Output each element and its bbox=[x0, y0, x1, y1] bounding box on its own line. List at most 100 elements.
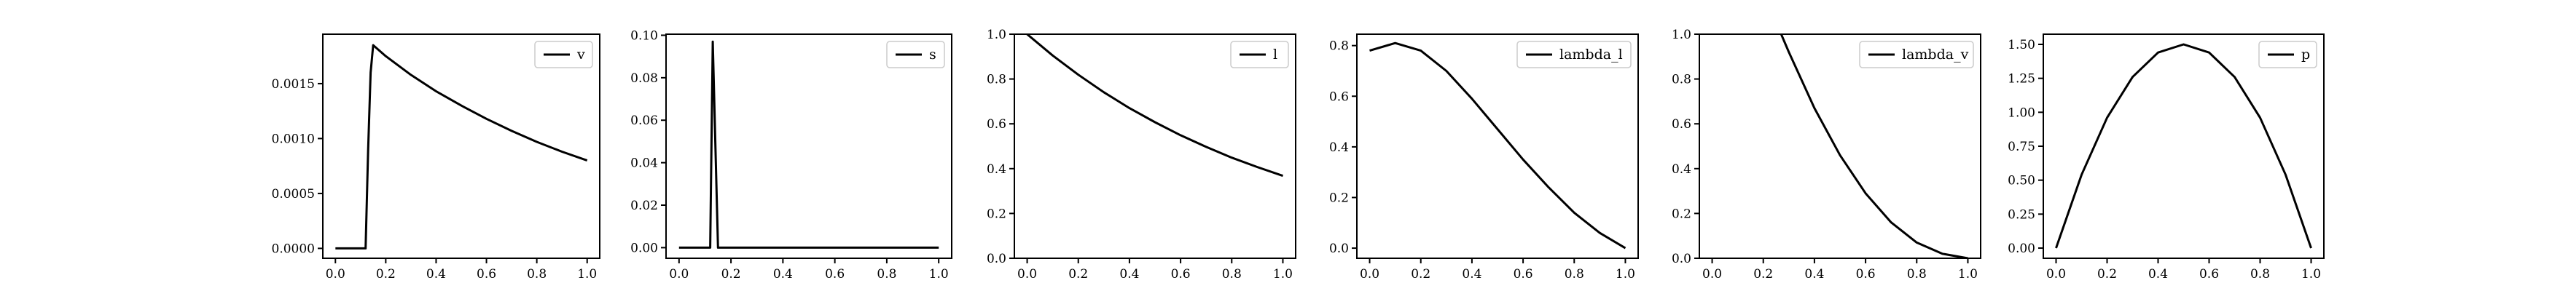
legend-label: s bbox=[929, 47, 936, 63]
y-tick-label: 0.25 bbox=[2008, 207, 2035, 222]
x-tick-label: 0.0 bbox=[1702, 267, 1722, 282]
y-tick-label: 1.0 bbox=[987, 28, 1006, 42]
x-tick-label: 0.8 bbox=[1907, 267, 1927, 282]
y-tick-label: 0.0 bbox=[987, 252, 1006, 266]
legend: lambda_l bbox=[1516, 41, 1632, 68]
x-tick-label: 0.2 bbox=[1411, 267, 1430, 282]
subplot-s: 0.0 0.2 0.4 0.6 0.8 1.0 0.00 0.02 0.04 0.06 0.08 0.… bbox=[630, 28, 952, 282]
x-tick-label: 0.4 bbox=[773, 267, 793, 282]
y-tick-label: 1.50 bbox=[2008, 38, 2035, 52]
y-tick-label: 0.04 bbox=[630, 156, 658, 171]
y-tick-label: 0.6 bbox=[1672, 117, 1691, 132]
y-tick-label: 0.08 bbox=[630, 71, 658, 86]
series-line-l bbox=[1026, 34, 1283, 178]
y-tick-label: 0.02 bbox=[630, 199, 658, 213]
x-tick-label: 1.0 bbox=[929, 267, 949, 282]
axes-frame bbox=[665, 33, 952, 259]
x-tick-label: 0.8 bbox=[527, 267, 547, 282]
x-tick-label: 0.8 bbox=[2250, 267, 2270, 282]
x-tick-label: 0.2 bbox=[2097, 267, 2117, 282]
y-tick-label: 0.8 bbox=[987, 73, 1006, 87]
x-tick-label: 0.2 bbox=[1068, 267, 1088, 282]
y-tick-label: 0.0015 bbox=[272, 77, 315, 92]
legend: lambda_v bbox=[1859, 41, 1974, 68]
y-tick-label: 0.0000 bbox=[272, 242, 315, 256]
legend: v bbox=[534, 41, 593, 68]
x-tick-label: 0.4 bbox=[2148, 267, 2168, 282]
x-tick-label: 0.6 bbox=[2199, 267, 2219, 282]
y-tick-label: 0.50 bbox=[2008, 174, 2035, 188]
legend-label: lambda_v bbox=[1902, 47, 1969, 63]
x-tick-label: 0.6 bbox=[1856, 267, 1876, 282]
legend-label: lambda_l bbox=[1559, 47, 1623, 63]
legend-label: l bbox=[1273, 47, 1277, 63]
x-tick-label: 0.0 bbox=[1360, 267, 1379, 282]
y-tick-label: 0.2 bbox=[1329, 191, 1349, 205]
x-tick-label: 1.0 bbox=[1958, 267, 1978, 282]
y-tick-label: 0.4 bbox=[1329, 140, 1349, 155]
series-line-p bbox=[2055, 43, 2312, 249]
y-tick-label: 0.75 bbox=[2008, 140, 2035, 154]
axes-frame bbox=[322, 33, 600, 259]
subplot-l: 0.0 0.2 0.4 0.6 0.8 1.0 0.0 0.2 0.4 0.6 0.8 1.0 l bbox=[987, 28, 1296, 282]
x-tick-label: 0.6 bbox=[1171, 267, 1191, 282]
x-tick-label: 1.0 bbox=[2301, 267, 2321, 282]
y-tick-label: 1.0 bbox=[1672, 28, 1691, 42]
y-tick-label: 0.0 bbox=[1672, 252, 1691, 266]
legend: l bbox=[1230, 41, 1289, 68]
y-tick-label: 0.00 bbox=[630, 241, 658, 255]
legend: p bbox=[2258, 41, 2317, 68]
x-tick-label: 1.0 bbox=[577, 267, 597, 282]
series-line-v bbox=[335, 44, 588, 250]
y-tick-label: 1.25 bbox=[2008, 72, 2035, 87]
y-tick-label: 0.2 bbox=[1672, 207, 1691, 221]
x-tick-label: 0.6 bbox=[477, 267, 496, 282]
legend-label: v bbox=[576, 47, 585, 63]
x-tick-label: 0.2 bbox=[721, 267, 741, 282]
subplot-lambda_l: 0.0 0.2 0.4 0.6 0.8 1.0 0.0 0.2 0.4 0.6 0.8 lambda_… bbox=[1329, 33, 1639, 282]
subplot-p: 0.0 0.2 0.4 0.6 0.8 1.0 0.00 0.25 0.50 0.75 1.00 1.… bbox=[2008, 33, 2325, 282]
y-tick-label: 0.0 bbox=[1329, 242, 1349, 256]
subplot-v: 0.0 0.2 0.4 0.6 0.8 1.0 0.0000 0.0005 0.0010 0.00… bbox=[272, 33, 600, 282]
x-tick-label: 0.4 bbox=[1119, 267, 1139, 282]
y-tick-label: 0.2 bbox=[987, 207, 1006, 221]
x-tick-label: 0.4 bbox=[1804, 267, 1824, 282]
legend: s bbox=[886, 41, 945, 68]
legend-box bbox=[1859, 41, 1974, 68]
y-tick-label: 0.8 bbox=[1329, 39, 1349, 54]
y-tick-label: 0.4 bbox=[987, 162, 1006, 177]
y-tick-label: 0.0005 bbox=[272, 187, 315, 202]
axes-frame bbox=[1699, 33, 1981, 259]
x-tick-label: 1.0 bbox=[1273, 267, 1293, 282]
series-line-lambda_l bbox=[1369, 41, 1626, 250]
y-tick-label: 0.00 bbox=[2008, 242, 2035, 256]
x-tick-label: 0.6 bbox=[1514, 267, 1533, 282]
x-tick-label: 0.2 bbox=[376, 267, 396, 282]
y-tick-label: 0.0010 bbox=[272, 132, 315, 146]
y-tick-label: 0.06 bbox=[630, 113, 658, 128]
x-tick-label: 0.4 bbox=[426, 267, 446, 282]
x-tick-label: 0.0 bbox=[326, 267, 345, 282]
x-tick-label: 0.8 bbox=[1222, 267, 1242, 282]
y-tick-label: 0.6 bbox=[1329, 89, 1349, 104]
x-tick-label: 0.6 bbox=[825, 267, 845, 282]
y-tick-label: 0.4 bbox=[1672, 162, 1691, 177]
series-line-lambda_v bbox=[1780, 34, 1968, 258]
y-tick-label: 0.10 bbox=[630, 28, 658, 43]
series-line-s bbox=[678, 40, 939, 249]
x-tick-label: 0.0 bbox=[2046, 267, 2066, 282]
x-tick-label: 0.0 bbox=[1017, 267, 1037, 282]
y-tick-label: 0.8 bbox=[1672, 73, 1691, 87]
x-tick-label: 0.0 bbox=[669, 267, 689, 282]
y-tick-label: 1.00 bbox=[2008, 105, 2035, 120]
legend-box bbox=[1516, 41, 1632, 68]
x-tick-label: 0.8 bbox=[1565, 267, 1584, 282]
legend-label: p bbox=[2301, 47, 2310, 63]
x-tick-label: 0.8 bbox=[877, 267, 896, 282]
y-tick-label: 0.6 bbox=[987, 117, 1006, 132]
x-tick-label: 0.4 bbox=[1462, 267, 1481, 282]
x-tick-label: 0.2 bbox=[1753, 267, 1773, 282]
axes-frame bbox=[1014, 33, 1296, 259]
x-tick-label: 1.0 bbox=[1616, 267, 1635, 282]
